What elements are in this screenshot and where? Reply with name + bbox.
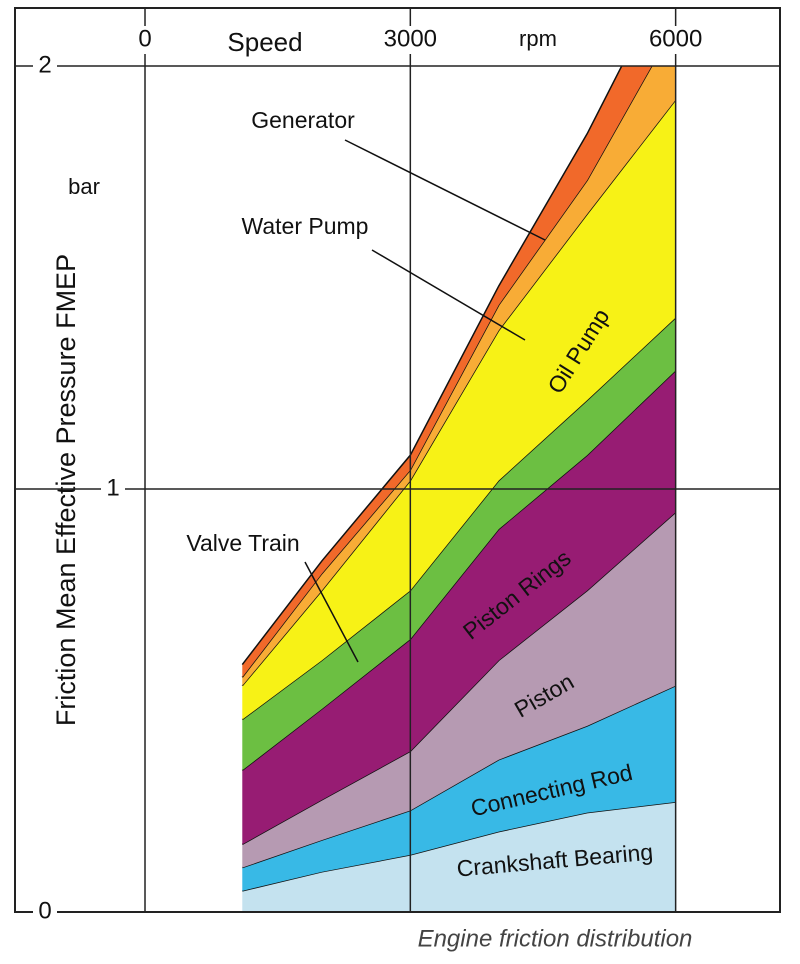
- y-axis-unit: bar: [68, 174, 100, 199]
- tick-label-bg: [101, 475, 125, 503]
- area: [242, 685, 676, 891]
- series-label: Generator: [251, 107, 355, 133]
- tick-label-bg: [33, 898, 57, 926]
- y-tick-label: 0: [38, 897, 51, 924]
- x-axis-label: Speed: [227, 27, 302, 57]
- area: [242, 66, 652, 678]
- area: [242, 66, 676, 686]
- tick-label-bg: [645, 26, 706, 54]
- tick-label-bg: [380, 26, 441, 54]
- y-tick-label: 1: [106, 474, 119, 501]
- area: [242, 512, 676, 868]
- tick-label-bg: [115, 26, 176, 54]
- x-axis-unit: rpm: [519, 26, 557, 51]
- leader-line: [304, 561, 359, 663]
- area-boundary: [241, 66, 623, 666]
- y-tick-label: 2: [38, 51, 51, 78]
- area: [242, 802, 676, 912]
- series-label: Water Pump: [242, 213, 369, 239]
- y-axis-label: Friction Mean Effective Pressure FMEP: [51, 254, 81, 726]
- leader-line: [371, 249, 526, 341]
- tick-label-bg: [33, 52, 57, 80]
- caption: Engine friction distribution: [418, 925, 693, 952]
- leader-line: [344, 139, 546, 241]
- area: [242, 99, 676, 720]
- x-tick-label: 3000: [384, 25, 437, 52]
- area: [242, 317, 676, 771]
- series-label: Valve Train: [186, 530, 299, 556]
- x-tick-label: 6000: [649, 25, 702, 52]
- x-tick-label: 0: [138, 25, 151, 52]
